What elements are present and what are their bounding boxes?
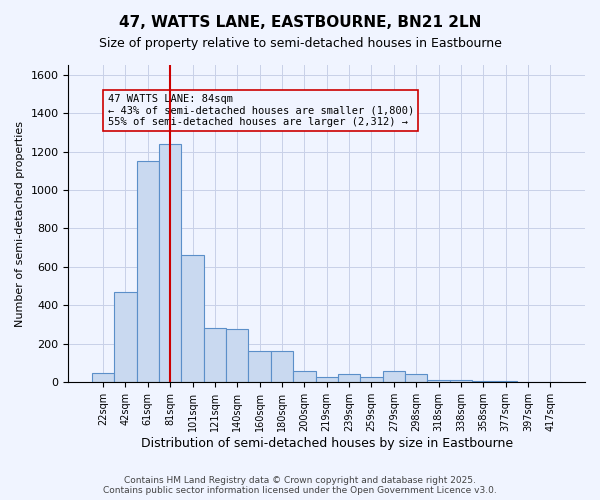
Bar xyxy=(159,144,181,382)
Bar xyxy=(248,350,271,382)
Bar xyxy=(271,350,293,382)
Bar xyxy=(427,380,450,382)
Bar xyxy=(360,376,383,382)
Bar xyxy=(204,328,226,382)
Bar xyxy=(338,374,360,382)
Y-axis label: Number of semi-detached properties: Number of semi-detached properties xyxy=(15,120,25,326)
Text: 47 WATTS LANE: 84sqm
← 43% of semi-detached houses are smaller (1,800)
55% of se: 47 WATTS LANE: 84sqm ← 43% of semi-detac… xyxy=(107,94,414,127)
Bar xyxy=(114,292,137,382)
Bar xyxy=(181,256,204,382)
Bar xyxy=(226,330,248,382)
Bar xyxy=(293,371,316,382)
Bar xyxy=(92,372,114,382)
X-axis label: Distribution of semi-detached houses by size in Eastbourne: Distribution of semi-detached houses by … xyxy=(140,437,513,450)
Bar xyxy=(450,380,472,382)
Text: Size of property relative to semi-detached houses in Eastbourne: Size of property relative to semi-detach… xyxy=(98,38,502,51)
Bar xyxy=(137,161,159,382)
Text: 47, WATTS LANE, EASTBOURNE, BN21 2LN: 47, WATTS LANE, EASTBOURNE, BN21 2LN xyxy=(119,15,481,30)
Bar xyxy=(405,374,427,382)
Text: Contains HM Land Registry data © Crown copyright and database right 2025.
Contai: Contains HM Land Registry data © Crown c… xyxy=(103,476,497,495)
Bar xyxy=(316,376,338,382)
Bar xyxy=(383,371,405,382)
